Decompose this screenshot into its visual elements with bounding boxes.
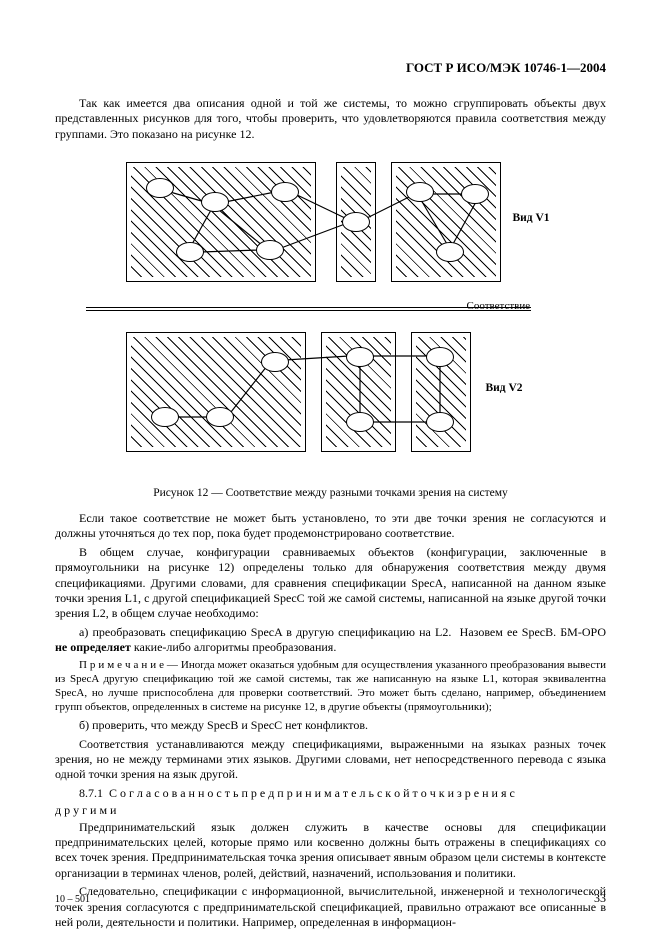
footer-left: 10 – 501 <box>55 894 90 905</box>
para-if: Если такое соответствие не может быть ус… <box>55 511 606 542</box>
node <box>176 242 204 262</box>
figure-caption: Рисунок 12 — Соответствие между разными … <box>55 487 606 499</box>
node <box>436 242 464 262</box>
label-correspondence: Соответствие <box>467 300 531 312</box>
section-number: 8.7.1 <box>79 786 103 800</box>
intro-paragraph: Так как имеется два описания одной и той… <box>55 96 606 142</box>
node <box>261 352 289 372</box>
doc-header: ГОСТ Р ИСО/МЭК 10746-1—2004 <box>55 60 606 76</box>
node <box>406 182 434 202</box>
page: ГОСТ Р ИСО/МЭК 10746-1—2004 Так как имее… <box>0 0 661 936</box>
node <box>206 407 234 427</box>
node <box>151 407 179 427</box>
section-8-7-1: 8.7.1 С о г л а с о в а н н о с т ь п р … <box>55 786 606 801</box>
para-note: П р и м е ч а н и е — Иногда может оказа… <box>55 659 606 714</box>
para-general: В общем случае, конфигурации сравниваемы… <box>55 545 606 622</box>
node <box>426 412 454 432</box>
figure-12: Вид V1 Вид V2 Соответствие <box>91 152 571 477</box>
section-title-b: д р у г и м и <box>55 803 606 818</box>
label-v1: Вид V1 <box>513 212 550 224</box>
para-correspondence: Соответствия устанавливаются между специ… <box>55 737 606 783</box>
node <box>461 184 489 204</box>
node <box>146 178 174 198</box>
node <box>342 212 370 232</box>
node <box>256 240 284 260</box>
edges-svg <box>91 152 571 477</box>
footer: 10 – 501 33 <box>55 891 606 906</box>
page-number: 33 <box>594 891 606 906</box>
node <box>426 347 454 367</box>
para-b: б) проверить, что между SpecB и SpecC не… <box>55 718 606 733</box>
para-a: а) преобразовать спецификацию SpecA в др… <box>55 625 606 656</box>
label-v2: Вид V2 <box>486 382 523 394</box>
node <box>346 347 374 367</box>
node <box>201 192 229 212</box>
para-enterprise: Предпринимательский язык должен служить … <box>55 820 606 881</box>
section-title-a: С о г л а с о в а н н о с т ь п р е д п … <box>109 786 515 800</box>
node <box>346 412 374 432</box>
node <box>271 182 299 202</box>
